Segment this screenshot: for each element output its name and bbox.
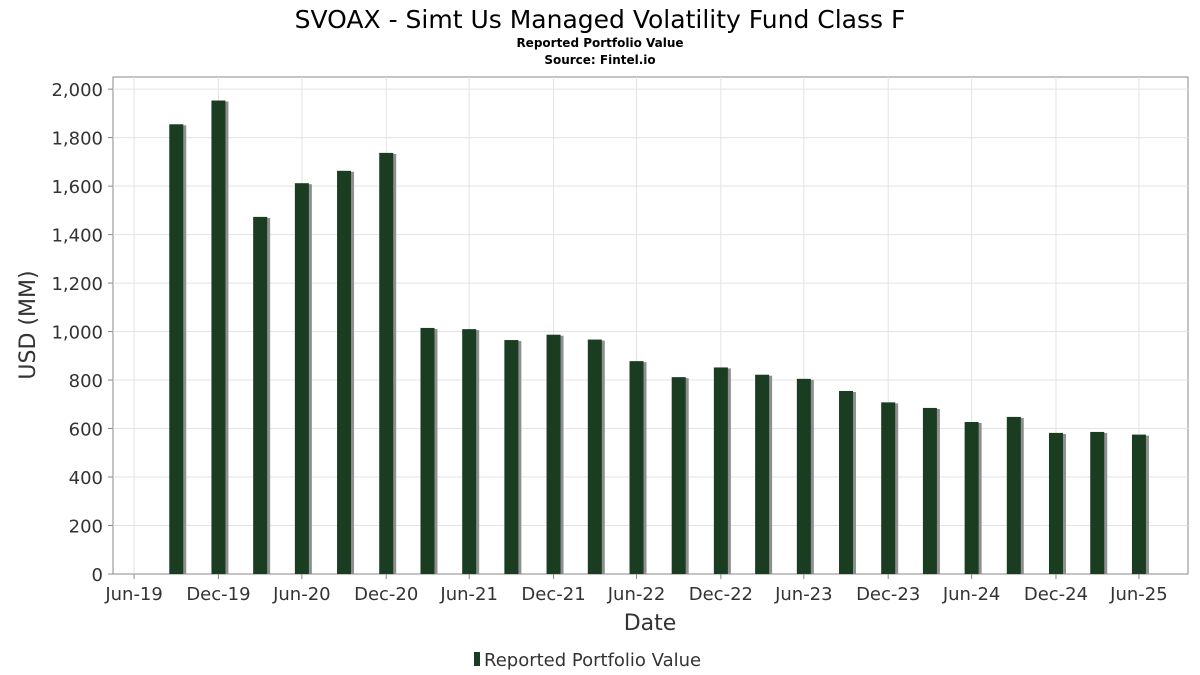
bar — [1131, 434, 1146, 574]
y-tick-label: 1,200 — [51, 274, 103, 295]
y-tick-label: 2,000 — [51, 80, 103, 101]
bar — [922, 407, 937, 574]
bar — [169, 124, 184, 575]
x-tick-label: Dec-20 — [354, 584, 418, 605]
y-tick-label: 0 — [92, 565, 103, 586]
x-tick-label: Jun-24 — [942, 584, 1001, 605]
x-tick-label: Dec-24 — [1024, 584, 1088, 605]
bar — [546, 334, 561, 574]
bar — [1006, 416, 1021, 574]
bar — [713, 367, 728, 574]
x-tick-label: Jun-23 — [774, 584, 833, 605]
bar — [839, 390, 854, 574]
y-tick-label: 1,400 — [51, 226, 103, 247]
bar — [587, 339, 602, 574]
bar — [420, 327, 435, 574]
chart-title: SVOAX - Simt Us Managed Volatility Fund … — [295, 5, 906, 34]
y-tick-label: 400 — [69, 468, 103, 489]
bar — [964, 421, 979, 574]
bar — [1090, 431, 1105, 574]
bar — [1048, 432, 1063, 574]
bar — [796, 378, 811, 574]
y-axis-label: USD (MM) — [16, 270, 41, 379]
y-axis-ticks: 0 200 400 600 800 1,000 1,200 1,400 1,600 1,800 2,… — [51, 80, 113, 586]
bar — [504, 340, 519, 574]
y-tick-label: 800 — [69, 371, 103, 392]
x-axis-ticks: Jun-19 Dec-19 Jun-20 Dec-20 Jun-21 Dec-21 Jun-… — [104, 574, 1168, 605]
bar — [211, 100, 226, 574]
plot-area — [112, 76, 1189, 575]
bar — [379, 152, 394, 574]
bar — [294, 183, 309, 574]
chart-subtitle: Reported Portfolio Value — [516, 36, 683, 50]
bar — [881, 402, 896, 574]
y-tick-label: 1,800 — [51, 129, 103, 150]
legend-swatch — [474, 652, 480, 666]
bar — [629, 361, 644, 574]
y-tick-label: 200 — [69, 517, 103, 538]
x-axis-label: Date — [624, 611, 677, 636]
bar — [462, 329, 477, 574]
y-tick-label: 600 — [69, 420, 103, 441]
bar — [253, 216, 268, 574]
x-tick-label: Dec-23 — [856, 584, 920, 605]
x-tick-label: Dec-19 — [186, 584, 250, 605]
x-tick-label: Dec-22 — [689, 584, 753, 605]
bar — [755, 374, 770, 574]
legend: Reported Portfolio Value — [474, 650, 701, 671]
bar — [671, 377, 686, 574]
x-tick-label: Jun-19 — [104, 584, 163, 605]
y-tick-label: 1,000 — [51, 323, 103, 344]
x-tick-label: Jun-21 — [439, 584, 498, 605]
x-tick-label: Jun-22 — [607, 584, 666, 605]
x-tick-label: Jun-20 — [272, 584, 331, 605]
legend-label: Reported Portfolio Value — [484, 650, 701, 671]
y-tick-label: 1,600 — [51, 177, 103, 198]
x-tick-label: Dec-21 — [521, 584, 585, 605]
bar — [337, 170, 352, 574]
bars — [169, 100, 1149, 575]
x-tick-label: Jun-25 — [1109, 584, 1168, 605]
chart-source: Source: Fintel.io — [544, 53, 655, 67]
